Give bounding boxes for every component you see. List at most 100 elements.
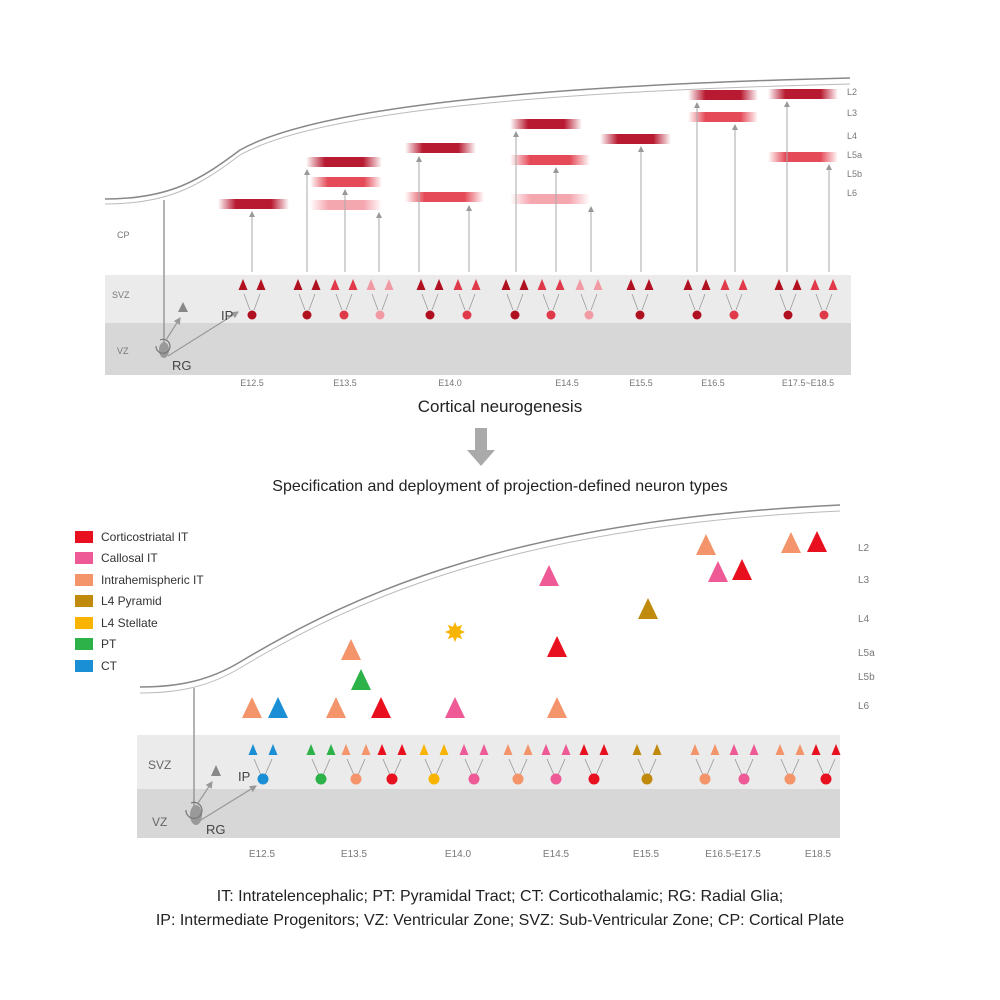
- top-layer-labels: L2 L3 L4 L5a L5b L6: [847, 87, 862, 198]
- bottom-ip-cell: [641, 773, 653, 785]
- division-line: [506, 293, 514, 311]
- legend-label: Intrahemispheric IT: [101, 572, 204, 587]
- bottom-layer-label: L2: [858, 543, 870, 554]
- footnote-line-2: IP: Intermediate Progenitors; VZ: Ventri…: [155, 912, 845, 929]
- layer-band: [510, 155, 590, 165]
- division-line: [519, 758, 528, 776]
- top-newborn-neuron: [683, 279, 693, 290]
- top-newborn-neuron: [348, 279, 358, 290]
- bottom-pial-surface: [139, 504, 841, 688]
- top-ip-cell: [692, 310, 702, 320]
- division-line: [468, 293, 476, 311]
- top-newborn-neuron: [644, 279, 654, 290]
- layer-band: [510, 194, 590, 204]
- bottom-newborn-neuron: [268, 744, 278, 755]
- division-line: [725, 293, 733, 311]
- bottom-newborn-neuron: [599, 744, 609, 755]
- bottom-timepoint-label: E13.5: [341, 849, 368, 860]
- division-line: [542, 293, 550, 311]
- bottom-rg-self-renew-icon: [185, 801, 203, 819]
- bottom-vz-zone: [137, 789, 840, 838]
- top-layer-label: L3: [847, 108, 857, 118]
- division-line: [382, 758, 391, 776]
- division-line: [308, 293, 316, 311]
- top-newborn-neuron: [810, 279, 820, 290]
- top-rg-label: RG: [172, 358, 192, 373]
- bottom-ip-cell: [550, 773, 562, 785]
- division-line: [789, 293, 797, 311]
- legend-swatch: [75, 573, 93, 586]
- footnote-line-1: IT: Intratelencephalic; PT: Pyramidal Tr…: [216, 888, 784, 905]
- legend-swatch: [75, 595, 93, 608]
- bottom-ip-label: IP: [238, 769, 250, 784]
- top-newborn-neuron: [471, 279, 481, 290]
- neuron-type-marker: [341, 639, 361, 660]
- top-rg-cell: [159, 342, 169, 358]
- legend-swatch: [75, 552, 93, 565]
- bottom-ip-cell: [350, 773, 362, 785]
- top-layer-label: L4: [847, 131, 857, 141]
- top-newborn-neuron: [555, 279, 565, 290]
- bottom-newborn-neuron: [479, 744, 489, 755]
- bottom-ip-cell: [468, 773, 480, 785]
- top-ip-cell: [425, 310, 435, 320]
- top-rg-neuron: [178, 302, 188, 312]
- top-newborn-neuron: [828, 279, 838, 290]
- division-line: [816, 758, 825, 776]
- division-line: [421, 293, 429, 311]
- layer-band: [218, 199, 289, 209]
- top-newborn-neuron: [416, 279, 426, 290]
- division-line: [706, 758, 715, 776]
- top-timepoint-label: E13.5: [333, 378, 357, 388]
- division-line: [779, 293, 787, 311]
- top-ip-cell: [584, 310, 594, 320]
- division-line: [641, 293, 649, 311]
- bottom-timepoint-label: E14.5: [543, 849, 570, 860]
- layer-band: [310, 177, 382, 187]
- top-timepoint-label: E12.5: [240, 378, 264, 388]
- top-layer-label: L5b: [847, 169, 862, 179]
- legend-item: Corticostriatal IT: [75, 526, 204, 548]
- legend-item: PT: [75, 634, 204, 656]
- bottom-ip-cell: [315, 773, 327, 785]
- division-line: [546, 758, 555, 776]
- division-line: [424, 758, 433, 776]
- division-line: [791, 758, 800, 776]
- legend-swatch: [75, 616, 93, 629]
- layer-band: [768, 152, 838, 162]
- bottom-layer-label: L5b: [858, 672, 875, 683]
- neuron-type-marker: [268, 697, 288, 718]
- top-ip-cell: [510, 310, 520, 320]
- bottom-newborn-neuron: [579, 744, 589, 755]
- top-ip-cell: [635, 310, 645, 320]
- bottom-newborn-neuron: [361, 744, 371, 755]
- bottom-newborn-neuron: [811, 744, 821, 755]
- top-newborn-neuron: [626, 279, 636, 290]
- top-zone-vz: VZ: [117, 346, 129, 356]
- bottom-newborn-neuron: [795, 744, 805, 755]
- division-line: [695, 758, 704, 776]
- bottom-ip-cell: [699, 773, 711, 785]
- top-newborn-neuron: [293, 279, 303, 290]
- division-line: [552, 293, 560, 311]
- bottom-newborn-neuron: [749, 744, 759, 755]
- bottom-ip-cell: [257, 773, 269, 785]
- bottom-ip-cell: [784, 773, 796, 785]
- top-zone-svz: SVZ: [112, 290, 130, 300]
- bottom-newborn-neuron: [541, 744, 551, 755]
- layer-band: [306, 157, 382, 167]
- top-newborn-neuron: [519, 279, 529, 290]
- division-line: [698, 293, 706, 311]
- top-newborn-neuron: [501, 279, 511, 290]
- layer-band: [405, 192, 484, 202]
- division-line: [734, 758, 743, 776]
- top-newborn-neuron: [774, 279, 784, 290]
- bottom-newborn-neuron: [306, 744, 316, 755]
- bottom-ip-cell: [386, 773, 398, 785]
- division-line: [580, 293, 588, 311]
- top-ip-cell: [546, 310, 556, 320]
- bottom-timepoint-label: E15.5: [633, 849, 660, 860]
- bottom-newborn-neuron: [326, 744, 336, 755]
- bottom-ip-cell: [820, 773, 832, 785]
